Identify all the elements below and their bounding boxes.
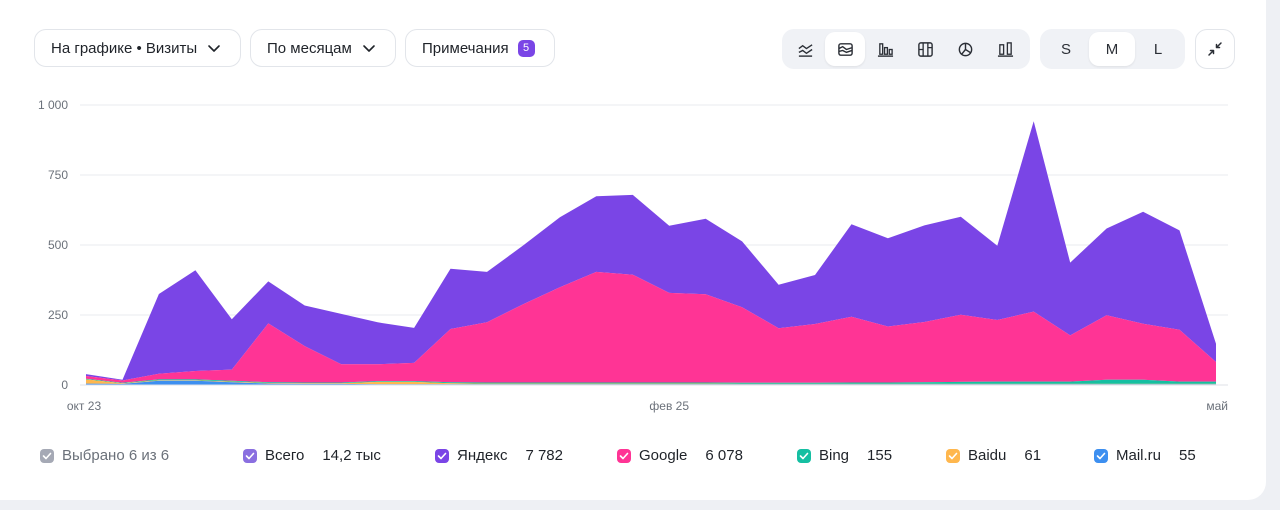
pie-chart-icon bbox=[958, 42, 972, 56]
size-s-button[interactable]: S bbox=[1060, 40, 1071, 58]
notes-count-badge: 5 bbox=[517, 39, 535, 57]
chevron-down-icon bbox=[363, 45, 375, 52]
chart-type-line[interactable] bbox=[785, 32, 825, 66]
series-area-яндекс bbox=[86, 121, 1216, 381]
chart-type-stacked[interactable] bbox=[905, 32, 945, 66]
report-card: На графике • Визиты По месяцам Примечани… bbox=[0, 0, 1266, 500]
checkbox-baidu[interactable] bbox=[946, 448, 960, 463]
notes-button[interactable]: Примечания 5 bbox=[405, 29, 555, 67]
legend-item-name: Baidu bbox=[968, 447, 1007, 464]
chart-type-area[interactable] bbox=[825, 32, 865, 66]
stacked-bar-icon bbox=[917, 41, 933, 57]
collapse-icon bbox=[1208, 42, 1222, 56]
chart-type-bar[interactable] bbox=[865, 32, 905, 66]
legend-item-value: 14,2 тыс bbox=[322, 447, 381, 464]
y-axis-ticks: 0 250 500 750 1 000 bbox=[38, 98, 68, 392]
notes-button-label: Примечания bbox=[422, 39, 509, 57]
y-tick-label: 1 000 bbox=[38, 98, 68, 112]
y-tick-label: 500 bbox=[48, 238, 68, 252]
checkbox-total[interactable] bbox=[243, 448, 257, 463]
checkbox-select-all[interactable] bbox=[40, 448, 54, 463]
legend-item-total[interactable]: Всего 14,2 тыс bbox=[243, 447, 381, 464]
area-chart-icon bbox=[837, 42, 853, 56]
series-area-bing bbox=[86, 378, 1216, 384]
checkmark-icon bbox=[1096, 452, 1106, 459]
chart-areas bbox=[80, 121, 1228, 386]
x-tick-label: окт 23 bbox=[67, 399, 102, 413]
legend-item-name: Google bbox=[639, 447, 688, 464]
checkbox-mailru[interactable] bbox=[1094, 448, 1108, 463]
period-dropdown-label: По месяцам bbox=[267, 39, 352, 57]
metric-dropdown[interactable]: На графике • Визиты bbox=[34, 29, 241, 67]
y-tick-label: 750 bbox=[48, 168, 68, 182]
checkmark-icon bbox=[437, 452, 447, 459]
column-chart-icon bbox=[997, 41, 1013, 57]
y-tick-label: 0 bbox=[61, 378, 68, 392]
legend-select-all[interactable]: Выбрано 6 из 6 bbox=[40, 447, 169, 464]
legend-item-value: 7 782 bbox=[525, 447, 563, 464]
x-axis-ticks: окт 23 фев 25 май bbox=[67, 399, 1228, 413]
checkbox-yandex[interactable] bbox=[435, 448, 449, 463]
legend-item-value: 55 bbox=[1179, 447, 1196, 464]
checkmark-icon bbox=[948, 452, 958, 459]
checkbox-google[interactable] bbox=[617, 448, 631, 463]
series-area-google bbox=[86, 271, 1216, 383]
checkmark-icon bbox=[799, 452, 809, 459]
size-m-button[interactable]: M bbox=[1089, 32, 1135, 66]
legend-item-name: Bing bbox=[819, 447, 850, 464]
size-l-button[interactable]: L bbox=[1153, 40, 1163, 58]
legend-item-mailru[interactable]: Mail.ru 55 bbox=[1094, 447, 1196, 464]
bar-chart-icon bbox=[877, 42, 893, 57]
chart-type-switch bbox=[782, 29, 1030, 69]
checkbox-bing[interactable] bbox=[797, 448, 811, 463]
legend-item-name: Яндекс bbox=[457, 447, 508, 464]
y-tick-label: 250 bbox=[48, 308, 68, 322]
line-chart-icon bbox=[797, 43, 813, 57]
x-tick-label: май bbox=[1206, 399, 1228, 413]
legend-item-yandex[interactable]: Яндекс 7 782 bbox=[435, 447, 563, 464]
chevron-down-icon bbox=[208, 45, 220, 52]
collapse-chart-button[interactable] bbox=[1195, 29, 1235, 69]
metric-dropdown-label: На графике • Визиты bbox=[51, 39, 198, 57]
visits-area-chart: 0 250 500 750 1 000 окт 23 фев 25 май bbox=[38, 98, 1228, 413]
chart-type-column[interactable] bbox=[985, 32, 1025, 66]
legend-item-value: 6 078 bbox=[705, 447, 743, 464]
chart-type-pie[interactable] bbox=[945, 32, 985, 66]
legend-selected-label: Выбрано 6 из 6 bbox=[62, 447, 170, 464]
chart-size-switch: S M L bbox=[1040, 29, 1185, 69]
period-dropdown[interactable]: По месяцам bbox=[250, 29, 396, 67]
chart-toolbar: На графике • Визиты По месяцам Примечани… bbox=[34, 29, 1235, 69]
series-area-baidu bbox=[86, 379, 1216, 385]
x-tick-label: фев 25 bbox=[649, 399, 689, 413]
legend-item-name: Всего bbox=[265, 447, 305, 464]
chart-legend: Выбрано 6 из 6 Всего 14,2 тыс Яндекс 7 7… bbox=[40, 447, 1240, 471]
legend-item-value: 61 bbox=[1024, 447, 1042, 464]
legend-item-google[interactable]: Google 6 078 bbox=[617, 447, 743, 464]
legend-item-bing[interactable]: Bing 155 bbox=[797, 447, 892, 464]
legend-item-value: 155 bbox=[867, 447, 893, 464]
checkmark-icon bbox=[245, 452, 255, 459]
legend-item-baidu[interactable]: Baidu 61 bbox=[946, 447, 1041, 464]
checkmark-icon bbox=[619, 452, 629, 459]
checkmark-icon bbox=[42, 452, 52, 459]
legend-item-name: Mail.ru bbox=[1116, 447, 1162, 464]
